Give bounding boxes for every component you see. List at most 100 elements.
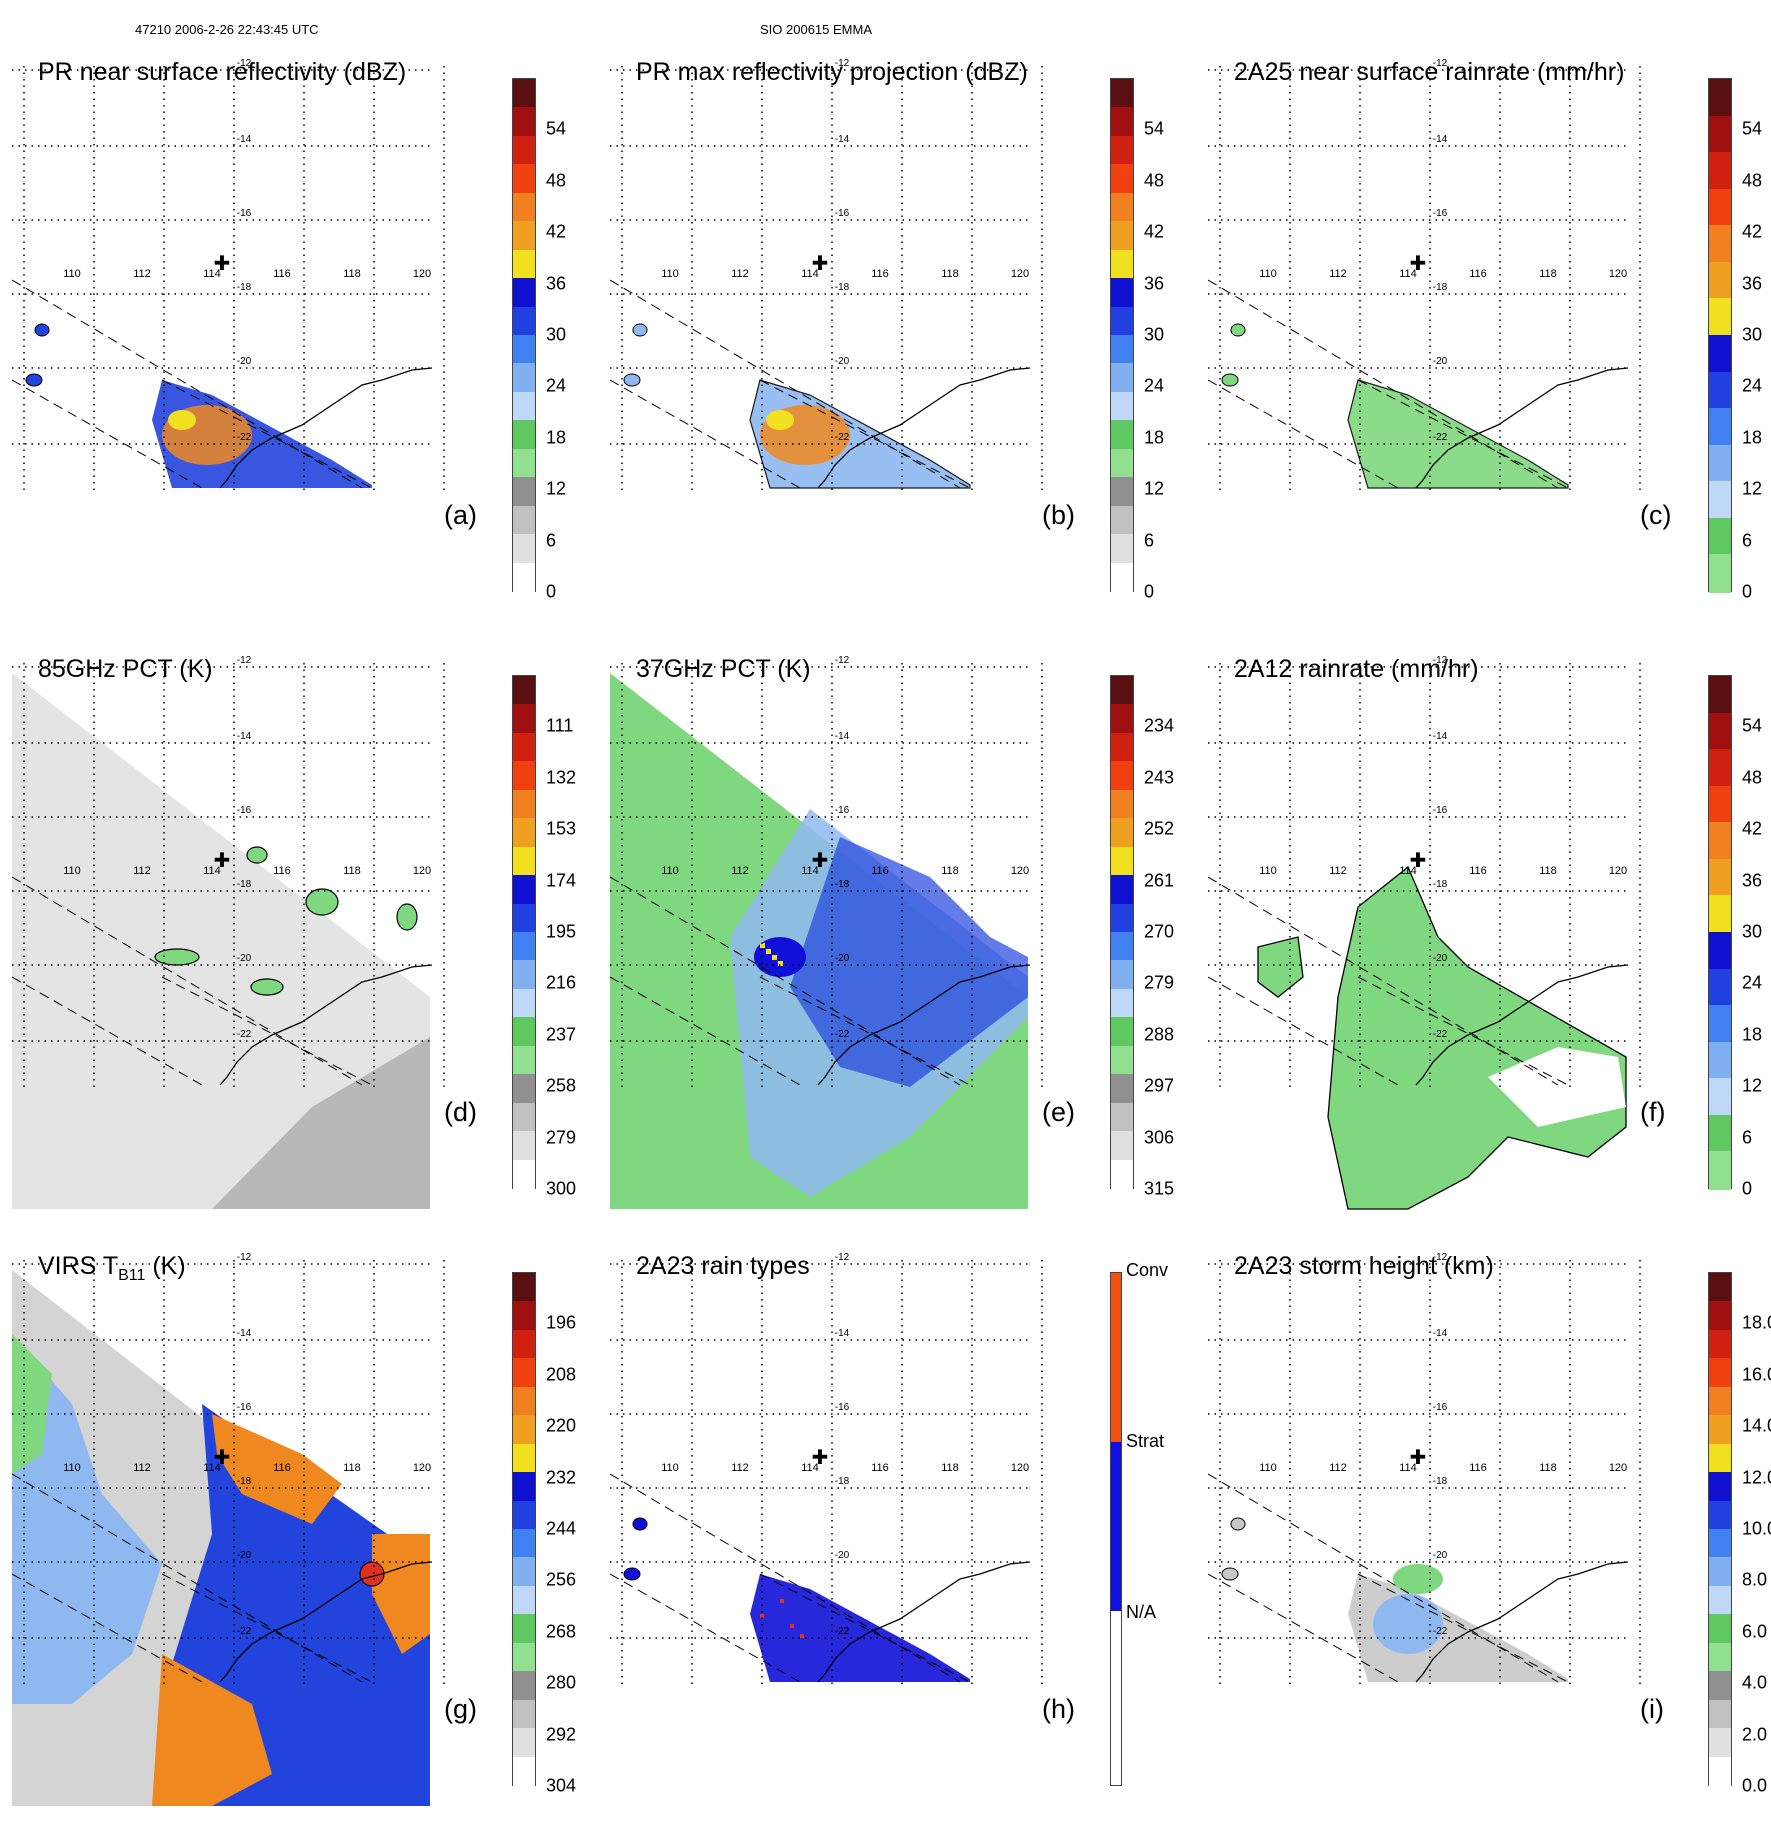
- colorbar-tick-label: 18: [1742, 1024, 1763, 1045]
- colorbar-tick-label: 12: [546, 478, 567, 499]
- colorbar-segment: [1111, 79, 1133, 109]
- colorbar-tick-label: 18.0: [1742, 1312, 1771, 1333]
- colorbar-segment: [1709, 858, 1731, 897]
- coastline: [817, 964, 1031, 1086]
- swath-edge: [1208, 279, 1559, 489]
- colorbar-segment: [513, 1301, 535, 1332]
- lat-label: -16: [237, 805, 252, 816]
- lat-label: -16: [835, 208, 850, 219]
- colorbar-tick-label: 12.0: [1742, 1467, 1771, 1488]
- colorbar-segment: [1111, 363, 1133, 394]
- rain-cell: [1221, 1567, 1239, 1581]
- lon-label: 120: [1609, 865, 1627, 877]
- coastline: [219, 367, 433, 489]
- cold-cloud-patch: [305, 888, 339, 916]
- swath-edge: [610, 1473, 961, 1683]
- lat-label: -22: [1433, 1626, 1448, 1637]
- lon-label: 116: [273, 865, 291, 877]
- colorbar-segment: [1709, 1041, 1731, 1080]
- colorbar-segment: [1111, 420, 1133, 451]
- panel-title: PR max reflectivity projection (dBZ): [636, 58, 1028, 86]
- lat-label: -20: [237, 953, 252, 964]
- colorbar-tick-label: 0: [1144, 581, 1155, 602]
- colorbar-segment: [1709, 152, 1731, 191]
- lon-label: 110: [661, 865, 679, 877]
- colorbar-segment: [1111, 477, 1133, 508]
- colorbar-tick-label: 18: [1144, 427, 1165, 448]
- lon-label: 118: [941, 865, 959, 877]
- lat-label: -20: [1433, 1550, 1448, 1561]
- swath-edge: [610, 379, 801, 489]
- colorbar-tick-label: 10.0: [1742, 1518, 1771, 1539]
- title-suffix: (K): [145, 1252, 186, 1280]
- map-canvas: 110 112 114 116 118 120 -12 -14 -16 -18 -20 -22 ✚: [1208, 58, 1641, 492]
- lon-label: 114: [1399, 1462, 1417, 1474]
- colorbar-tick-label: N/A: [1126, 1602, 1157, 1622]
- colorbar-tick-label: 6: [1742, 1127, 1753, 1148]
- colorbar-segment: [1111, 932, 1133, 962]
- rain-cell: [632, 1517, 648, 1531]
- lat-label: -20: [835, 356, 850, 367]
- coastline: [817, 367, 1031, 489]
- pct-core-pixel: [772, 955, 777, 960]
- lat-label: -16: [1433, 1402, 1448, 1413]
- rain-cell: [623, 1567, 641, 1581]
- peak-reflectivity-cell: [766, 410, 794, 430]
- swath-edge: [12, 976, 203, 1086]
- panel-label: (e): [1042, 1097, 1075, 1127]
- panel-h: 2A23 rain types 110 112 114 116 118 120 -12 -14…: [610, 1234, 1210, 1834]
- colorbar-segment: [1111, 448, 1133, 479]
- colorbar-segment: [1111, 988, 1133, 1019]
- colorbar-tick-label: 48: [1144, 170, 1165, 191]
- lon-label: 114: [203, 865, 221, 877]
- colorbar-segment: [513, 1329, 535, 1360]
- lat-label: -22: [1433, 432, 1448, 443]
- colorbar-segment: [513, 761, 535, 792]
- lat-label: -22: [237, 432, 252, 443]
- colorbar-segment: [513, 306, 535, 337]
- lat-label: -14: [237, 134, 252, 145]
- lat-label: -22: [835, 1029, 850, 1040]
- site-marker-icon: ✚: [214, 251, 231, 275]
- lat-label: -18: [1433, 282, 1448, 293]
- colorbar: [512, 675, 536, 1190]
- colorbar-segment: [513, 1642, 535, 1673]
- site-marker-icon: ✚: [812, 251, 829, 275]
- colorbar-segment: [513, 1756, 535, 1787]
- lon-label: 116: [1469, 1462, 1487, 1474]
- pct-low-region: [790, 837, 1028, 1087]
- lat-label: -20: [1433, 356, 1448, 367]
- lat-label: -12: [237, 58, 252, 69]
- colorbar: [512, 1272, 536, 1787]
- lat-label: -14: [835, 134, 850, 145]
- lon-label: 118: [941, 268, 959, 280]
- rain-swath-field: [1347, 379, 1569, 489]
- colorbar-tick-label: 252: [1144, 818, 1175, 839]
- colorbar-segment: [1709, 749, 1731, 788]
- colorbar-segment: [513, 1017, 535, 1048]
- lat-label: -20: [1433, 953, 1448, 964]
- colorbar-segment: [1709, 1273, 1731, 1303]
- panel-e: 37GHz PCT (K) 110 112 114 116 118 120 -12 -14 -1…: [610, 637, 1210, 1237]
- colorbar-segment: [1111, 846, 1133, 877]
- colorbar-segment: [1709, 225, 1731, 264]
- lon-label: 110: [661, 1462, 679, 1474]
- swath-edge: [610, 976, 801, 1086]
- colorbar-segment: [1709, 676, 1731, 715]
- swath-edge: [12, 1573, 203, 1683]
- colorbar-segment: [513, 335, 535, 365]
- lat-label: -22: [237, 1029, 252, 1040]
- colorbar-tick-label: 208: [546, 1364, 577, 1385]
- colorbar-segment: [513, 477, 535, 508]
- colorbar-tick-label: 261: [1144, 870, 1175, 891]
- lat-label: -22: [237, 1626, 252, 1637]
- colorbar-segment: [513, 534, 535, 565]
- swath-edge: [1208, 1573, 1399, 1683]
- colorbar-tick-label: 174: [546, 870, 577, 891]
- colorbar-segment: [1111, 192, 1133, 223]
- pct-dark-region: [212, 1037, 430, 1209]
- pct-core-pixel: [760, 943, 765, 948]
- colorbar-tick-label: 18: [1742, 427, 1763, 448]
- colorbar-segment: [513, 676, 535, 706]
- colorbar-segment: [513, 107, 535, 138]
